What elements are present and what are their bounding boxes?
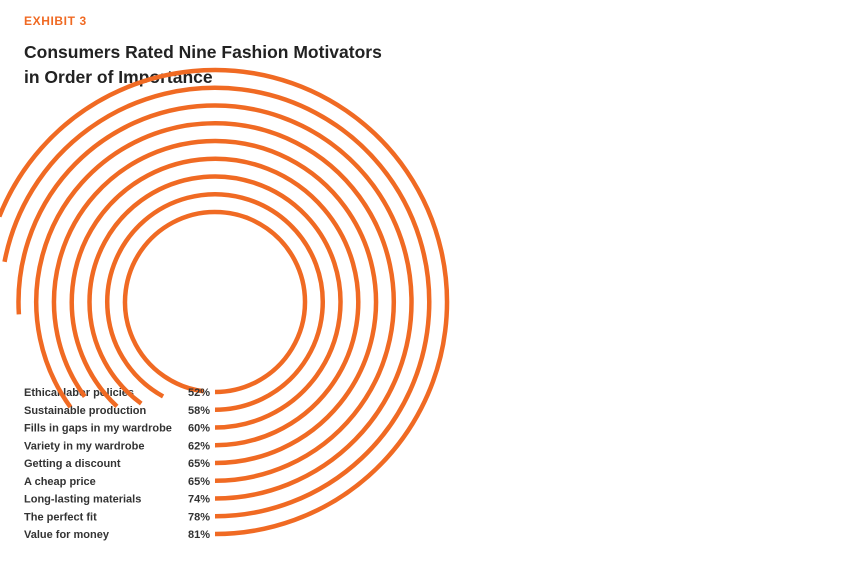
arc-value-for-money [0, 67, 450, 537]
category-label: Fills in gaps in my wardrobe [24, 423, 172, 435]
chart-title-line-1: Consumers Rated Nine Fashion Motivators [24, 42, 382, 62]
arc-long-lasting-materials [16, 103, 414, 501]
value-label: 65% [188, 458, 210, 470]
value-label: 65% [188, 476, 210, 488]
arc-variety-in-my-wardrobe [69, 156, 361, 448]
value-label: 60% [188, 423, 210, 435]
value-label: 62% [188, 440, 210, 452]
value-label: 74% [188, 494, 210, 506]
arc-getting-a-discount [51, 138, 379, 466]
arc-fills-in-gaps-in-my-wardrobe [87, 174, 343, 430]
category-label: Sustainable production [24, 405, 147, 417]
value-label: 81% [188, 529, 210, 541]
category-label: A cheap price [24, 476, 96, 488]
category-label: Value for money [24, 529, 110, 541]
chart-title: Consumers Rated Nine Fashion Motivators … [24, 40, 444, 90]
value-label: 58% [188, 405, 210, 417]
value-label: 52% [188, 387, 210, 399]
value-label: 78% [188, 511, 210, 523]
category-label: Long-lasting materials [24, 494, 141, 506]
exhibit-label: EXHIBIT 3 [24, 14, 87, 28]
arc-the-perfect-fit [2, 85, 432, 519]
category-label: The perfect fit [24, 511, 97, 523]
arc-a-cheap-price [34, 121, 396, 483]
arc-sustainable-production [105, 192, 325, 412]
chart-title-line-2: in Order of Importance [24, 67, 213, 87]
category-label: Variety in my wardrobe [24, 440, 144, 452]
category-label: Getting a discount [24, 458, 121, 470]
arc-ethical-labor-policies [122, 209, 308, 395]
